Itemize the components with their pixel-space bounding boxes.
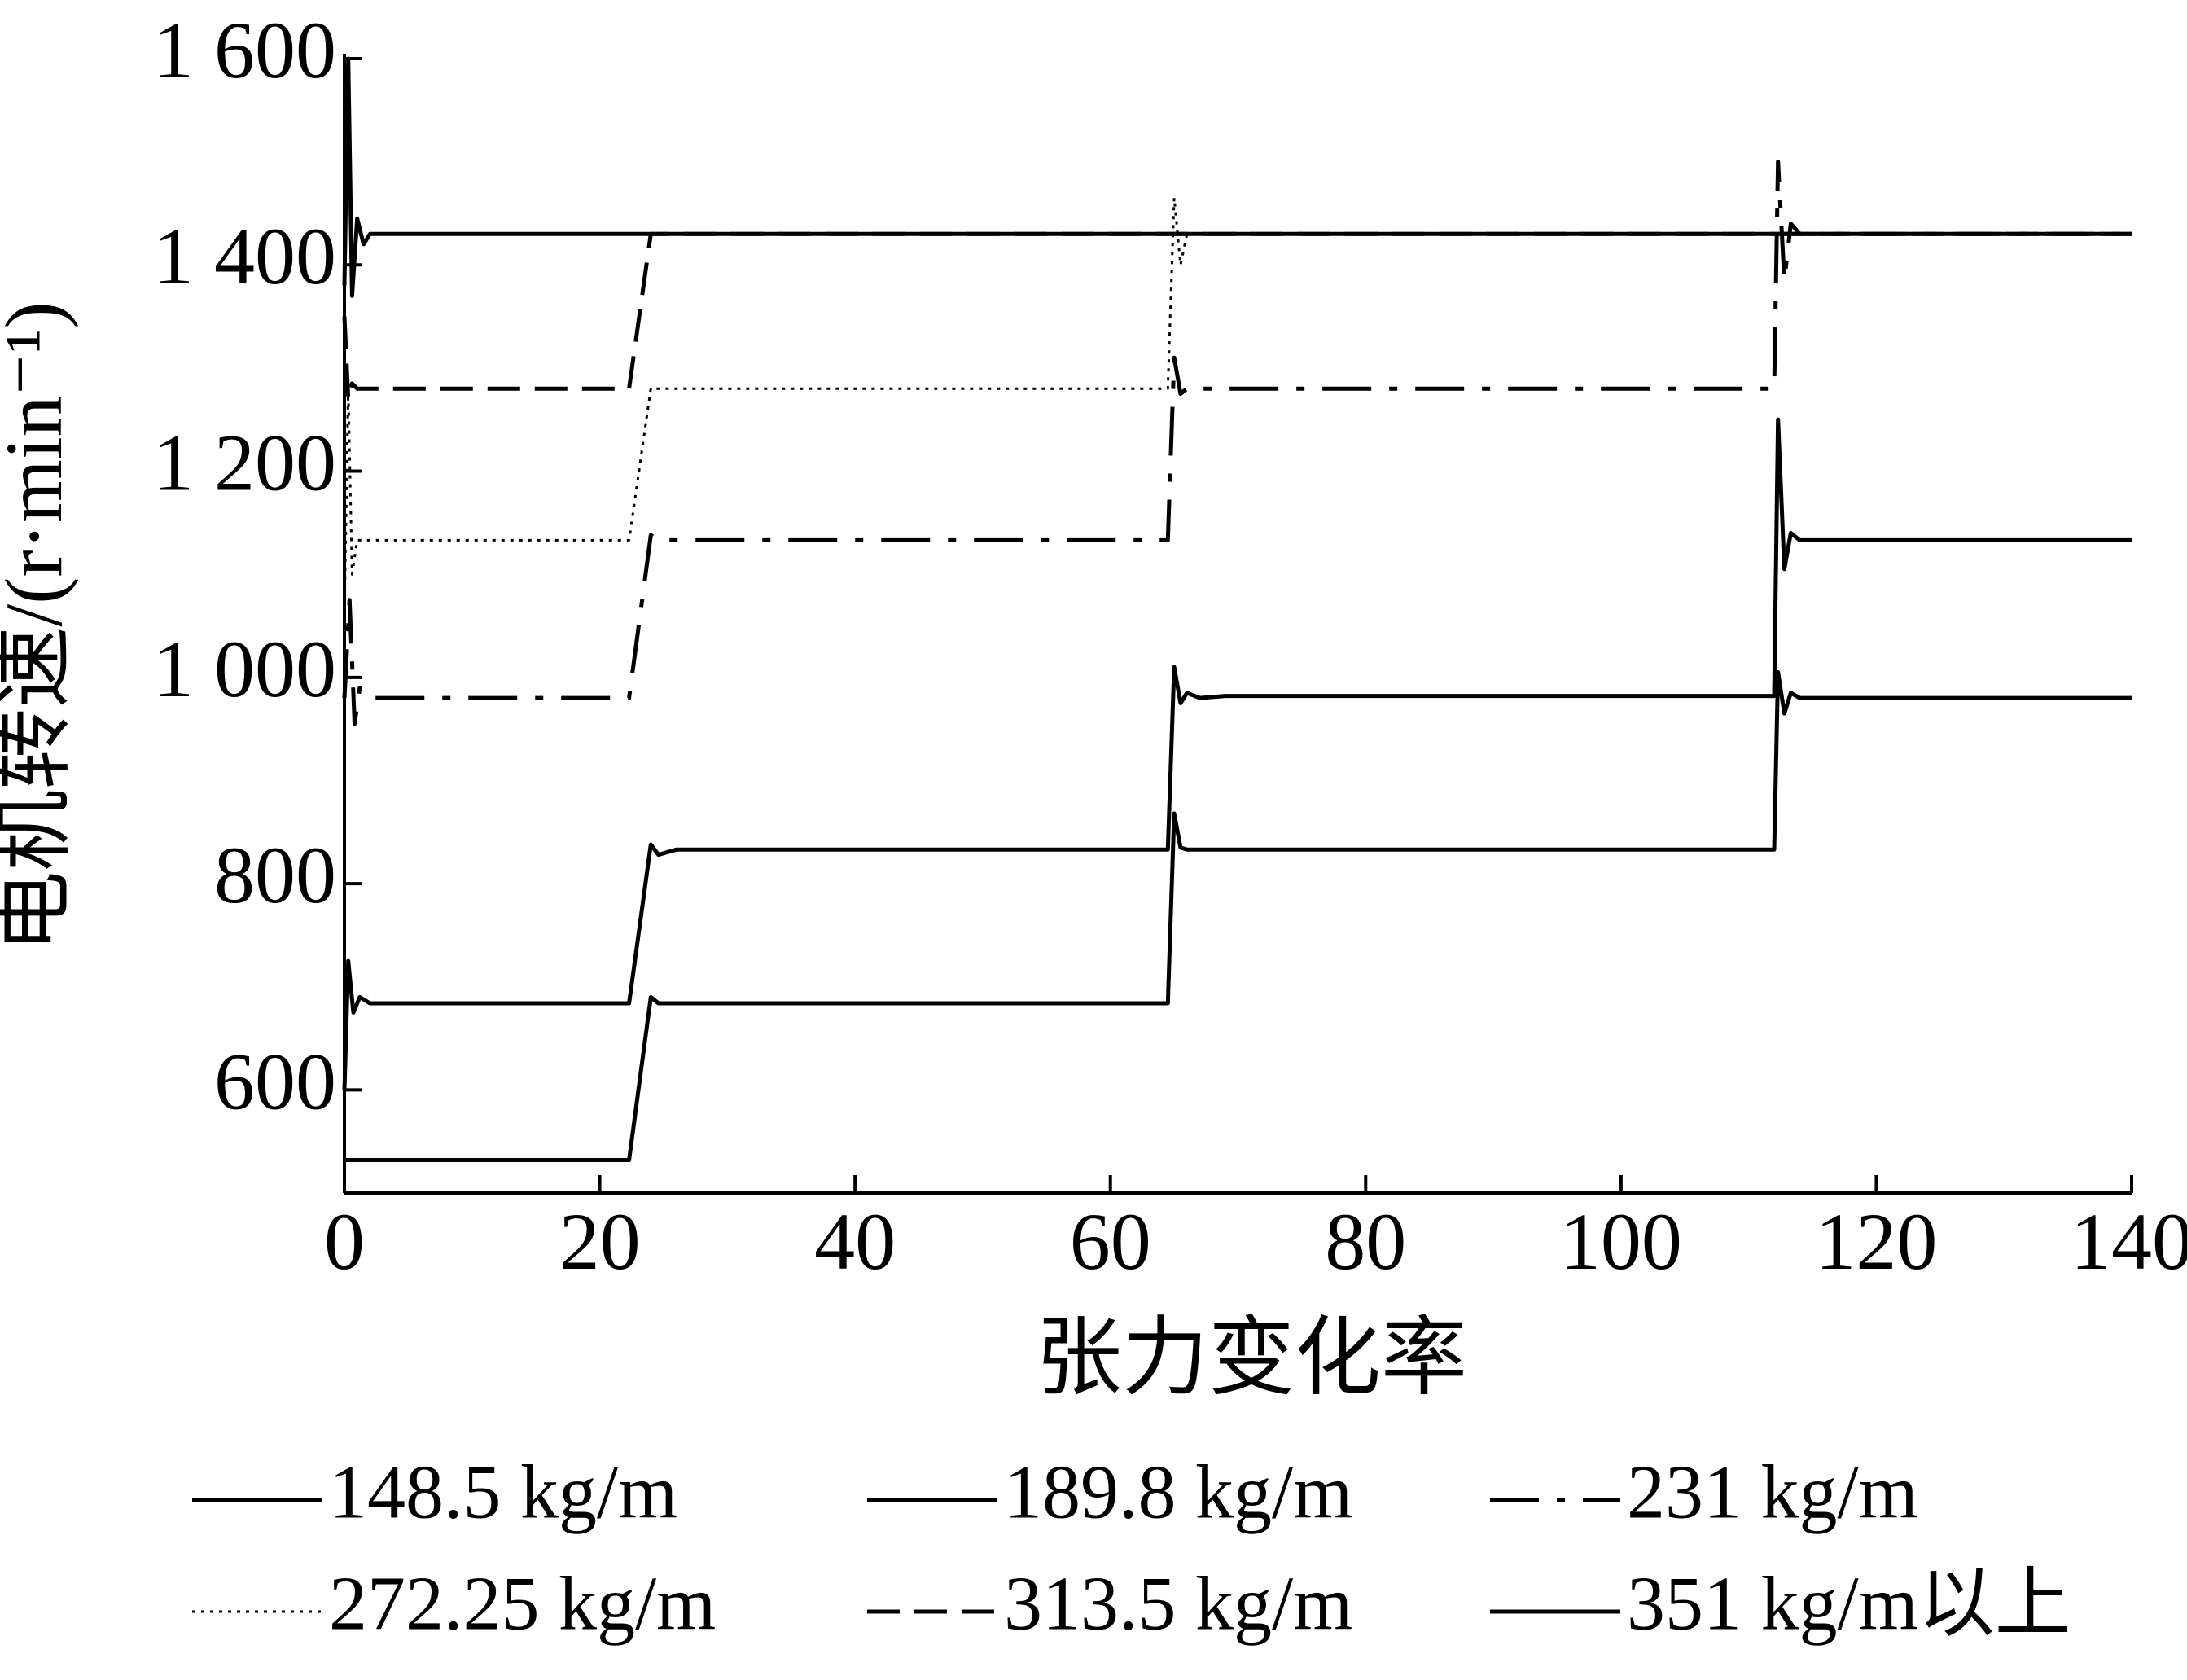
y-axis-label: 电机转速/(r·min⁻¹) xyxy=(0,301,79,952)
y-tick-label: 1 200 xyxy=(153,417,336,507)
x-tick-label: 60 xyxy=(1070,1196,1151,1287)
series-line xyxy=(342,160,2132,726)
series-line xyxy=(343,196,2132,616)
legend-label: 272.25 kg/m xyxy=(329,1562,716,1647)
legend-label: 313.5 kg/m xyxy=(1004,1562,1352,1647)
y-tick-label: 600 xyxy=(214,1036,336,1126)
series-line xyxy=(344,670,2132,1162)
x-tick-label: 0 xyxy=(324,1196,365,1287)
x-axis-label: 张力变化率 xyxy=(1036,1310,1467,1406)
series-line xyxy=(342,417,2132,1090)
x-tick-label: 40 xyxy=(814,1196,896,1287)
legend-label: 148.5 kg/m xyxy=(329,1450,677,1535)
x-tick-label: 100 xyxy=(1560,1196,1682,1287)
legend-label: 231 kg/m xyxy=(1627,1450,1918,1535)
x-tick-label: 120 xyxy=(1815,1196,1937,1287)
series-line xyxy=(342,56,2132,298)
y-tick-label: 1 600 xyxy=(153,5,336,95)
y-tick-label: 1 000 xyxy=(153,624,336,714)
y-tick-label: 800 xyxy=(214,830,336,920)
x-tick-label: 140 xyxy=(2071,1196,2187,1287)
series-line xyxy=(342,231,2132,401)
x-tick-label: 20 xyxy=(559,1196,641,1287)
x-tick-label: 80 xyxy=(1325,1196,1406,1287)
legend-label: 351 kg/m以上 xyxy=(1627,1562,2071,1647)
legend-label: 189.8 kg/m xyxy=(1004,1450,1352,1535)
y-tick-label: 1 400 xyxy=(153,211,336,301)
